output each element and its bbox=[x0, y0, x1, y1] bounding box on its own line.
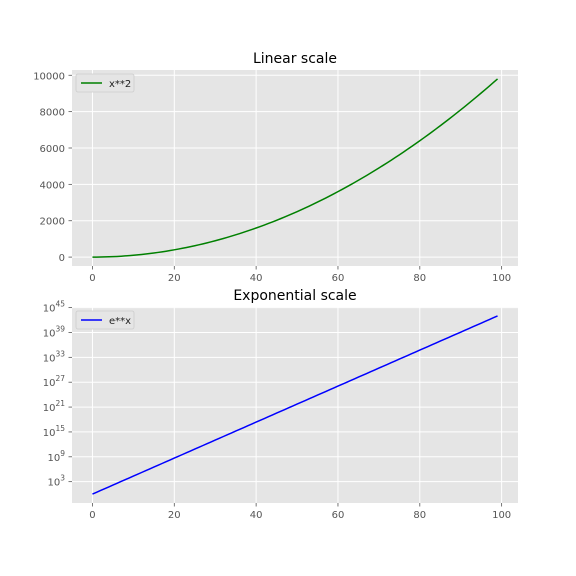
x-tick-label: 100 bbox=[492, 510, 511, 521]
x-tick-label: 60 bbox=[332, 510, 345, 521]
x-tick-label: 0 bbox=[89, 510, 95, 521]
x-tick-label: 40 bbox=[250, 510, 263, 521]
plot-area bbox=[72, 70, 518, 266]
x-tick-label: 20 bbox=[168, 273, 181, 284]
legend-label: e**x bbox=[109, 316, 131, 327]
chart-title: Linear scale bbox=[253, 51, 337, 67]
legend-box bbox=[75, 310, 135, 330]
y-tick-label: 10000 bbox=[33, 71, 65, 82]
x-tick-label: 60 bbox=[332, 273, 345, 284]
legend-box bbox=[75, 73, 135, 93]
y-tick-label: 6000 bbox=[40, 144, 65, 155]
y-tick-label: 8000 bbox=[40, 108, 65, 119]
chart-title: Exponential scale bbox=[233, 288, 356, 304]
x-tick-label: 0 bbox=[89, 273, 95, 284]
x-tick-label: 40 bbox=[250, 273, 263, 284]
legend-label: x**2 bbox=[109, 79, 131, 90]
x-tick-label: 100 bbox=[492, 273, 511, 284]
subplot-1: 0 20 40 60 80 100 0 2000 4000 6000 8000 10000 x**2 Li… bbox=[33, 51, 518, 284]
x-tick-label: 20 bbox=[168, 510, 181, 521]
y-tick-label: 2000 bbox=[40, 217, 65, 228]
series-line-1 bbox=[92, 78, 499, 258]
legend: x**2 bbox=[75, 73, 135, 93]
series-line-1 bbox=[92, 315, 498, 495]
x-tick-label: 80 bbox=[413, 273, 426, 284]
y-tick-label: 0 bbox=[59, 253, 65, 264]
y-tick-label: 4000 bbox=[40, 180, 65, 191]
legend: e**x bbox=[75, 310, 135, 330]
subplot-2: 0 20 40 60 80 1001031091015102110271033103910… bbox=[43, 288, 518, 521]
x-tick-label: 80 bbox=[413, 510, 426, 521]
